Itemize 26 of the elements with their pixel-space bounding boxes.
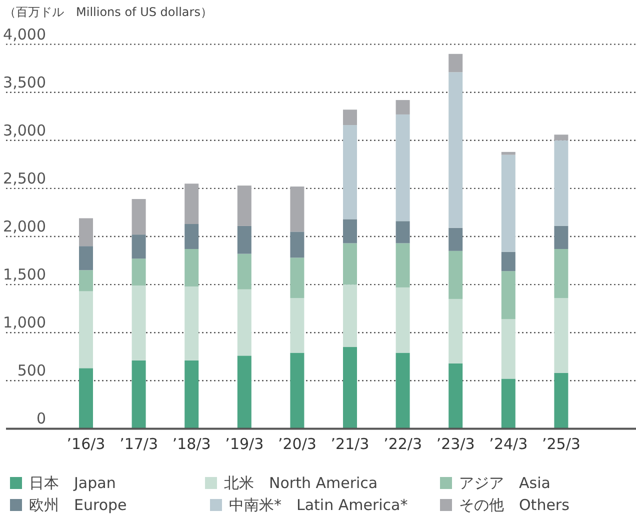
y-tick-label: 2,500	[3, 169, 46, 188]
x-tick-label: ’21/3	[330, 435, 370, 453]
y-tick-label: 500	[17, 362, 46, 380]
legend-label: その他 Others	[459, 496, 570, 514]
x-tick-label: ’22/3	[384, 435, 422, 453]
x-tick-label: ’24/3	[489, 435, 528, 453]
x-tick-label: ’19/3	[225, 435, 264, 453]
x-tick-label: ’17/3	[120, 435, 158, 453]
x-tick-label: ’25/3	[542, 435, 580, 453]
x-tick-label: ’23/3	[436, 435, 475, 453]
y-tick-label: 3,500	[3, 73, 46, 92]
y-tick-label: 1,000	[3, 314, 46, 332]
legend-label: 北米 North America	[224, 474, 378, 492]
legend-label: 日本 Japan	[29, 474, 116, 492]
y-tick-label: 3,000	[3, 121, 46, 140]
x-tick-label: ’20/3	[278, 435, 316, 453]
legend-label: 欧州 Europe	[29, 496, 127, 514]
x-tick-label: ’18/3	[172, 435, 211, 453]
legend-label: アジア Asia	[459, 474, 550, 492]
y-axis-title: （百万ドル Millions of US dollars）	[4, 5, 212, 19]
legend-label: 中南米* Latin America*	[229, 496, 408, 514]
y-tick-label: 2,000	[3, 218, 46, 236]
y-tick-label: 4,000	[3, 25, 46, 44]
x-tick-label: ’16/3	[66, 435, 106, 453]
y-tick-label: 0	[36, 410, 46, 428]
y-tick-label: 1,500	[3, 266, 46, 284]
